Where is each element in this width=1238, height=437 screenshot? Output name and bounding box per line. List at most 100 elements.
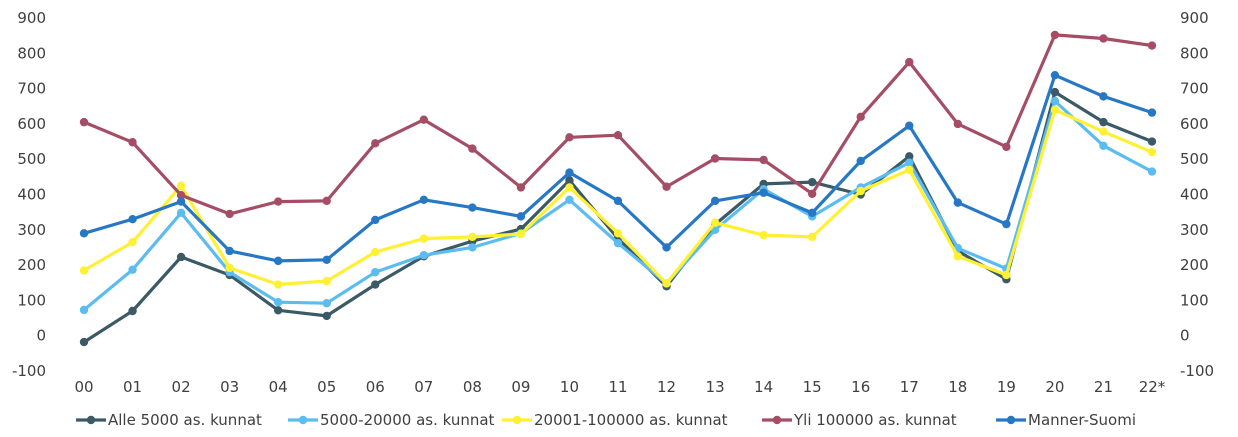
series-5 [79, 70, 1157, 266]
data-point [273, 197, 283, 206]
legend-label: Manner-Suomi [1028, 411, 1136, 429]
data-point [856, 186, 865, 196]
data-point [1147, 137, 1157, 146]
data-point [176, 191, 186, 200]
data-point [565, 195, 574, 204]
data-point [662, 182, 671, 191]
y-tick-label-right: 800 [1180, 44, 1209, 62]
data-point [905, 165, 914, 174]
legend: Alle 5000 as. kunnat 5000-20000 as. kunna… [76, 411, 1136, 429]
data-point [128, 265, 137, 274]
data-point [371, 267, 380, 277]
legend-item: Alle 5000 as. kunnat [76, 411, 262, 429]
data-point [322, 311, 331, 321]
data-point [710, 154, 720, 163]
data-point [79, 229, 89, 238]
y-tick-label-left: 100 [17, 291, 46, 309]
legend-swatch-marker [298, 415, 308, 425]
legend-label: 5000-20000 as. kunnat [320, 411, 495, 429]
data-point [273, 297, 283, 307]
y-axis-right: -100 0 100 200 300 400 500 600 700 800 900 [1180, 9, 1214, 380]
y-tick-label-right: 500 [1180, 150, 1209, 168]
data-point [322, 276, 331, 286]
data-point [807, 232, 817, 242]
x-tick-label: 19 [997, 378, 1016, 396]
x-tick-label: 18 [948, 378, 967, 396]
data-point [79, 266, 89, 275]
data-point [225, 263, 234, 273]
x-tick-label: 00 [74, 378, 93, 396]
data-point [759, 230, 768, 240]
y-tick-label-left: 600 [17, 115, 46, 133]
data-point [273, 280, 283, 289]
data-point [128, 306, 137, 316]
data-point [371, 247, 380, 257]
data-point [856, 112, 865, 122]
x-tick-label: 04 [269, 378, 288, 396]
data-point [371, 139, 380, 148]
legend-item: 20001-100000 as. kunnat [502, 411, 728, 429]
y-tick-label-left: 800 [17, 44, 46, 62]
data-point [468, 243, 477, 252]
y-tick-label-left: 200 [17, 256, 46, 274]
data-point [516, 212, 526, 221]
data-point [1050, 30, 1060, 40]
data-point [1147, 41, 1157, 50]
legend-label: Alle 5000 as. kunnat [108, 411, 262, 429]
data-point [322, 255, 331, 265]
x-tick-label: 07 [414, 378, 433, 396]
data-point [176, 181, 186, 190]
y-tick-label-right: -100 [1180, 362, 1214, 380]
y-tick-label-left: 300 [17, 221, 46, 239]
series-4 [79, 30, 1157, 219]
x-tick-label: 11 [608, 378, 627, 396]
data-point [565, 183, 574, 192]
data-point [1099, 34, 1108, 43]
x-tick-label: 16 [851, 378, 870, 396]
x-tick-label: 13 [706, 378, 725, 396]
legend-swatch-marker [772, 415, 782, 425]
data-point [1050, 87, 1060, 97]
data-point [516, 229, 526, 239]
data-point [468, 144, 477, 153]
y-tick-label-left: -100 [12, 362, 46, 380]
y-tick-label-right: 100 [1180, 291, 1209, 309]
legend-swatch-marker [512, 415, 522, 425]
data-point [176, 208, 186, 218]
y-tick-label-left: 700 [17, 80, 46, 98]
x-tick-label: 03 [220, 378, 239, 396]
x-tick-label: 01 [123, 378, 142, 396]
data-point [1050, 70, 1060, 80]
x-tick-label: 10 [560, 378, 579, 396]
data-point [807, 177, 817, 187]
x-tick-label: 05 [317, 378, 336, 396]
data-point [613, 130, 623, 140]
legend-swatch-marker [86, 415, 96, 425]
series-line [82, 33, 1154, 216]
data-point [273, 306, 283, 315]
data-point [468, 232, 477, 242]
legend-item: 5000-20000 as. kunnat [288, 411, 495, 429]
y-tick-label-left: 0 [36, 327, 46, 345]
y-axis-left: -100 0 100 200 300 400 500 600 700 800 900 [12, 9, 46, 380]
data-point [759, 188, 768, 197]
data-point [905, 57, 914, 67]
data-point [1099, 92, 1108, 101]
data-point [1147, 108, 1157, 117]
legend-item: Manner-Suomi [996, 411, 1136, 429]
x-tick-label: 17 [900, 378, 919, 396]
data-point [79, 337, 89, 347]
data-point [953, 119, 963, 129]
x-tick-label: 02 [172, 378, 191, 396]
data-point [79, 305, 89, 315]
data-point [662, 279, 671, 288]
data-point [1002, 270, 1011, 280]
data-point [371, 280, 380, 289]
y-tick-label-left: 400 [17, 186, 46, 204]
data-point [79, 117, 89, 127]
data-point [662, 243, 671, 252]
data-point [419, 251, 429, 260]
data-point [176, 252, 186, 262]
data-point [1099, 127, 1108, 136]
